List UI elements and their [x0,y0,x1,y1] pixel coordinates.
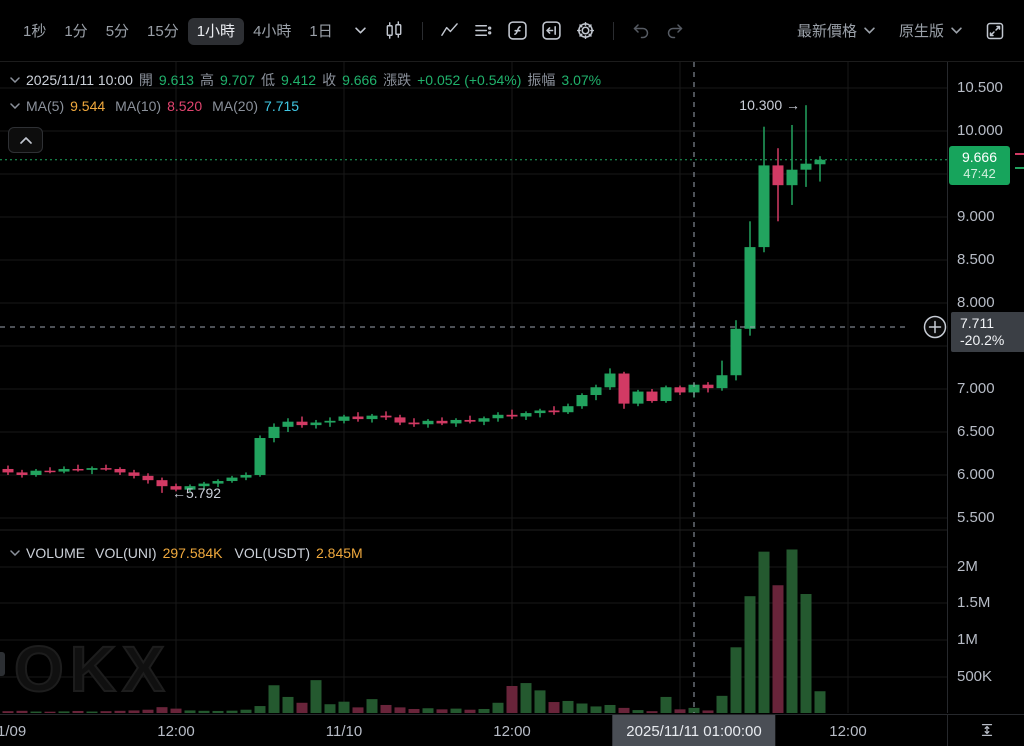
collapse-ma-chevron-icon[interactable] [10,98,20,114]
price-tick-label: 10.500 [957,79,1003,96]
replay-icon[interactable] [537,16,567,46]
toolbar-divider [421,21,423,40]
price-mode-dropdown[interactable]: 最新價格 [797,20,875,41]
svg-text:10.300 →: 10.300 → [739,97,800,113]
price-tick-label: 10.000 [957,122,1003,139]
ohlc-value: 9.613 [158,72,194,88]
vol-value: 2.845M [315,545,363,561]
ma-value: 9.544 [70,98,106,114]
candle-datetime: 2025/11/11 10:00 [26,72,133,88]
price-tick-label: 6.000 [957,466,995,483]
last-price-badge: 9.666 47:42 [949,146,1010,185]
time-axis[interactable]: 11/09 12:00 11/10 12:00 12:00 2025/11/11 01:… [0,714,1024,746]
auto-fit-scale-icon[interactable] [978,721,996,739]
price-mode-label: 最新價格 [796,23,857,40]
toolbar-right-group: 最新價格 原生版 [797,16,1024,46]
time-tick-label: 12:00 [829,723,867,740]
price-tick-label: 9.000 [957,208,995,225]
settings-gear-icon[interactable] [571,16,601,46]
volume-tick-label: 2M [957,558,978,575]
time-tick-label: 12:00 [493,723,531,740]
candle-countdown: 47:42 [963,166,996,181]
collapse-volume-chevron-icon[interactable] [10,545,20,561]
crosshair-marker-icon[interactable] [923,315,947,339]
candlestick-chart-type-icon[interactable] [380,16,410,46]
interval-button-3[interactable]: 15分 [147,23,179,40]
interval-button-0[interactable]: 1秒 [23,23,47,40]
ma-label: MA(5) [26,98,65,114]
ma-info-bar: MA(5) 9.544 MA(10) 8.520 MA(20) 7.715 [10,98,315,114]
vol-label: VOL(USDT) [234,545,310,561]
candlestick-volume-canvas[interactable]: 10.300 → ←5.792 [0,62,947,713]
time-tick-label: 12:00 [157,723,195,740]
fullscreen-expand-icon[interactable] [980,16,1010,46]
crosshair-price-value: 7.711 [960,315,994,331]
volume-tick-label: 500K [957,668,993,685]
collapse-info-chevron-icon[interactable] [10,72,20,88]
ma-label: MA(20) [212,98,259,114]
pane-resize-handle[interactable] [0,652,5,676]
volume-info-bar: VOLUME VOL(UNI) 297.584K VOL(USDT) 2.845M [10,545,381,561]
time-tick-label: 11/10 [325,723,363,740]
vol-value: 297.584K [162,545,223,561]
indicator-list-icon[interactable] [469,16,499,46]
toolbar-divider [612,21,614,40]
ohlc-label: 振幅 [527,72,556,88]
ma-value: 7.715 [264,98,300,114]
okx-watermark: OKX [13,632,171,706]
ohlc-value: +0.052 (+0.54%) [417,72,522,88]
chevron-down-icon [951,27,962,34]
undo-icon[interactable] [626,16,656,46]
ohlc-label: 開 [138,72,153,88]
version-label: 原生版 [898,23,944,40]
chevron-down-icon [864,27,875,34]
svg-text:←5.792: ←5.792 [172,485,221,501]
ohlc-info-bar: 2025/11/11 10:00 開 9.613 高 9.707 低 9.412 收 9.666… [10,70,613,90]
chart-toolbar: 1秒 1分 5分 15分 1小時 4小時 1日 [0,0,1024,62]
price-tick-label: 5.500 [957,509,995,526]
interval-button-1[interactable]: 1分 [64,23,88,40]
interval-button-2[interactable]: 5分 [105,23,130,40]
formula-icon[interactable] [503,16,533,46]
ohlc-label: 收 [322,72,337,88]
ma-label: MA(10) [115,98,162,114]
price-axis[interactable]: 10.500 10.000 9.000 8.500 8.000 7.000 6.500 6.0… [947,62,1024,713]
interval-button-4[interactable]: 1小時 [187,18,245,45]
axis-corner [947,714,1024,746]
price-tick-label: 8.000 [957,294,995,311]
pane-collapse-button[interactable] [8,127,43,153]
redo-icon[interactable] [660,16,690,46]
ohlc-label: 漲跌 [383,72,412,88]
chart-pane[interactable]: 10.300 → ←5.792 2025/11/11 10:00 開 9.613 高 9.… [0,62,947,713]
ohlc-value: 9.707 [219,72,256,88]
interval-group: 1秒 1分 5分 15分 1小時 4小時 1日 [0,16,690,46]
price-tick-label: 6.500 [957,423,995,440]
ma-value: 8.520 [167,98,203,114]
ohlc-value: 3.07% [561,72,602,88]
edge-tick-red [1015,153,1024,155]
chevron-up-icon [19,136,32,144]
indicators-icon[interactable] [435,16,465,46]
ohlc-label: 低 [261,72,276,88]
interval-button-6[interactable]: 1日 [309,23,333,40]
vol-label: VOL(UNI) [95,545,157,561]
ohlc-value: 9.666 [342,72,378,88]
crosshair-price-change: -20.2% [960,332,1005,348]
version-dropdown[interactable]: 原生版 [899,20,962,41]
crosshair-price-badge: 7.711 -20.2% [951,312,1024,352]
price-tick-label: 8.500 [957,251,995,268]
price-tick-label: 7.000 [957,380,995,397]
time-tick-label: 11/09 [0,723,27,740]
interval-button-5[interactable]: 4小時 [253,23,292,40]
volume-tick-label: 1M [957,631,978,648]
last-price-value: 9.666 [961,149,998,165]
volume-title: VOLUME [26,545,86,561]
crosshair-time-badge: 2025/11/11 01:00:00 [612,715,776,746]
volume-tick-label: 1.5M [957,594,991,611]
edge-tick-green [1015,167,1024,169]
interval-more-chevron-down-icon[interactable] [346,16,376,46]
ohlc-value: 9.412 [281,72,317,88]
ohlc-label: 高 [199,72,214,88]
